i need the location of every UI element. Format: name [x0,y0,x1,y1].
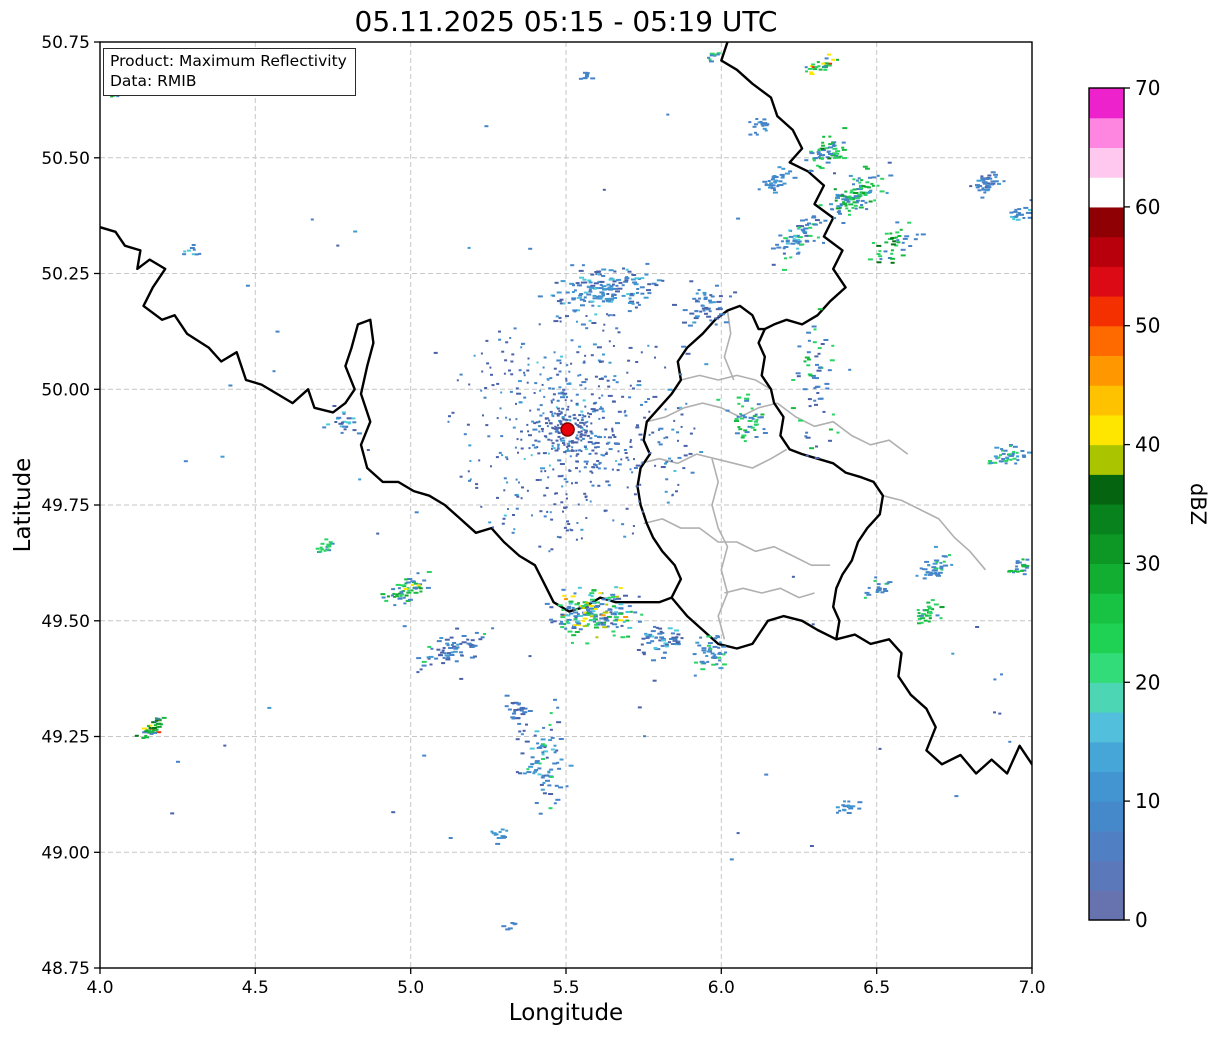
radar-echoes [104,52,1032,931]
y-axis-ticks: 48.75 49.00 49.25 49.50 49.75 50.00 50.25 50.50… [41,33,100,979]
radar-site-marker [560,422,575,437]
y-tick-label: 50.25 [41,265,90,285]
colorbar-tick-label: 70 [1135,76,1160,100]
colorbar-tick-label: 10 [1135,789,1160,813]
colorbar-tick-label: 50 [1135,314,1160,338]
colorbar-tick-label: 30 [1135,551,1160,575]
x-axis-ticks: 4.0 4.5 5.0 5.5 6.0 6.5 7.0 [86,968,1046,998]
product-line: Product: Maximum Reflectivity [110,52,347,70]
y-tick-label: 49.75 [41,496,90,516]
colorbar-frame [1088,87,1125,921]
colorbar-tick-label: 40 [1135,433,1160,457]
x-tick-label: 6.5 [863,978,890,998]
y-tick-label: 49.00 [41,843,90,863]
data-source-line: Data: RMIB [110,72,197,91]
y-tick-label: 48.75 [41,959,90,979]
figure-title: 05.11.2025 05:15 - 05:19 UTC [354,5,778,38]
y-tick-label: 50.75 [41,33,90,53]
y-tick-label: 49.50 [41,612,90,632]
x-tick-label: 6.0 [708,978,735,998]
x-tick-label: 7.0 [1018,978,1045,998]
y-tick-label: 50.00 [41,380,90,400]
x-tick-label: 5.5 [552,978,579,998]
colorbar: 0 10 20 30 40 50 60 70 [1088,76,1160,932]
region-borders [640,310,987,640]
colorbar-label: dBZ [1186,482,1210,526]
product-info-box: Product: Maximum Reflectivity Data: RMIB [103,48,356,96]
y-axis-label: Latitude [10,457,36,553]
x-tick-label: 5.0 [397,978,424,998]
country-borders [100,42,1032,775]
y-tick-label: 49.25 [41,728,90,748]
x-tick-label: 4.0 [86,978,113,998]
colorbar-tick-label: 60 [1135,195,1160,219]
x-tick-label: 4.5 [242,978,269,998]
x-axis-label: Longitude [508,1000,624,1026]
y-tick-label: 50.50 [41,149,90,169]
colorbar-tick-label: 0 [1135,908,1148,932]
colorbar-tick-label: 20 [1135,670,1160,694]
